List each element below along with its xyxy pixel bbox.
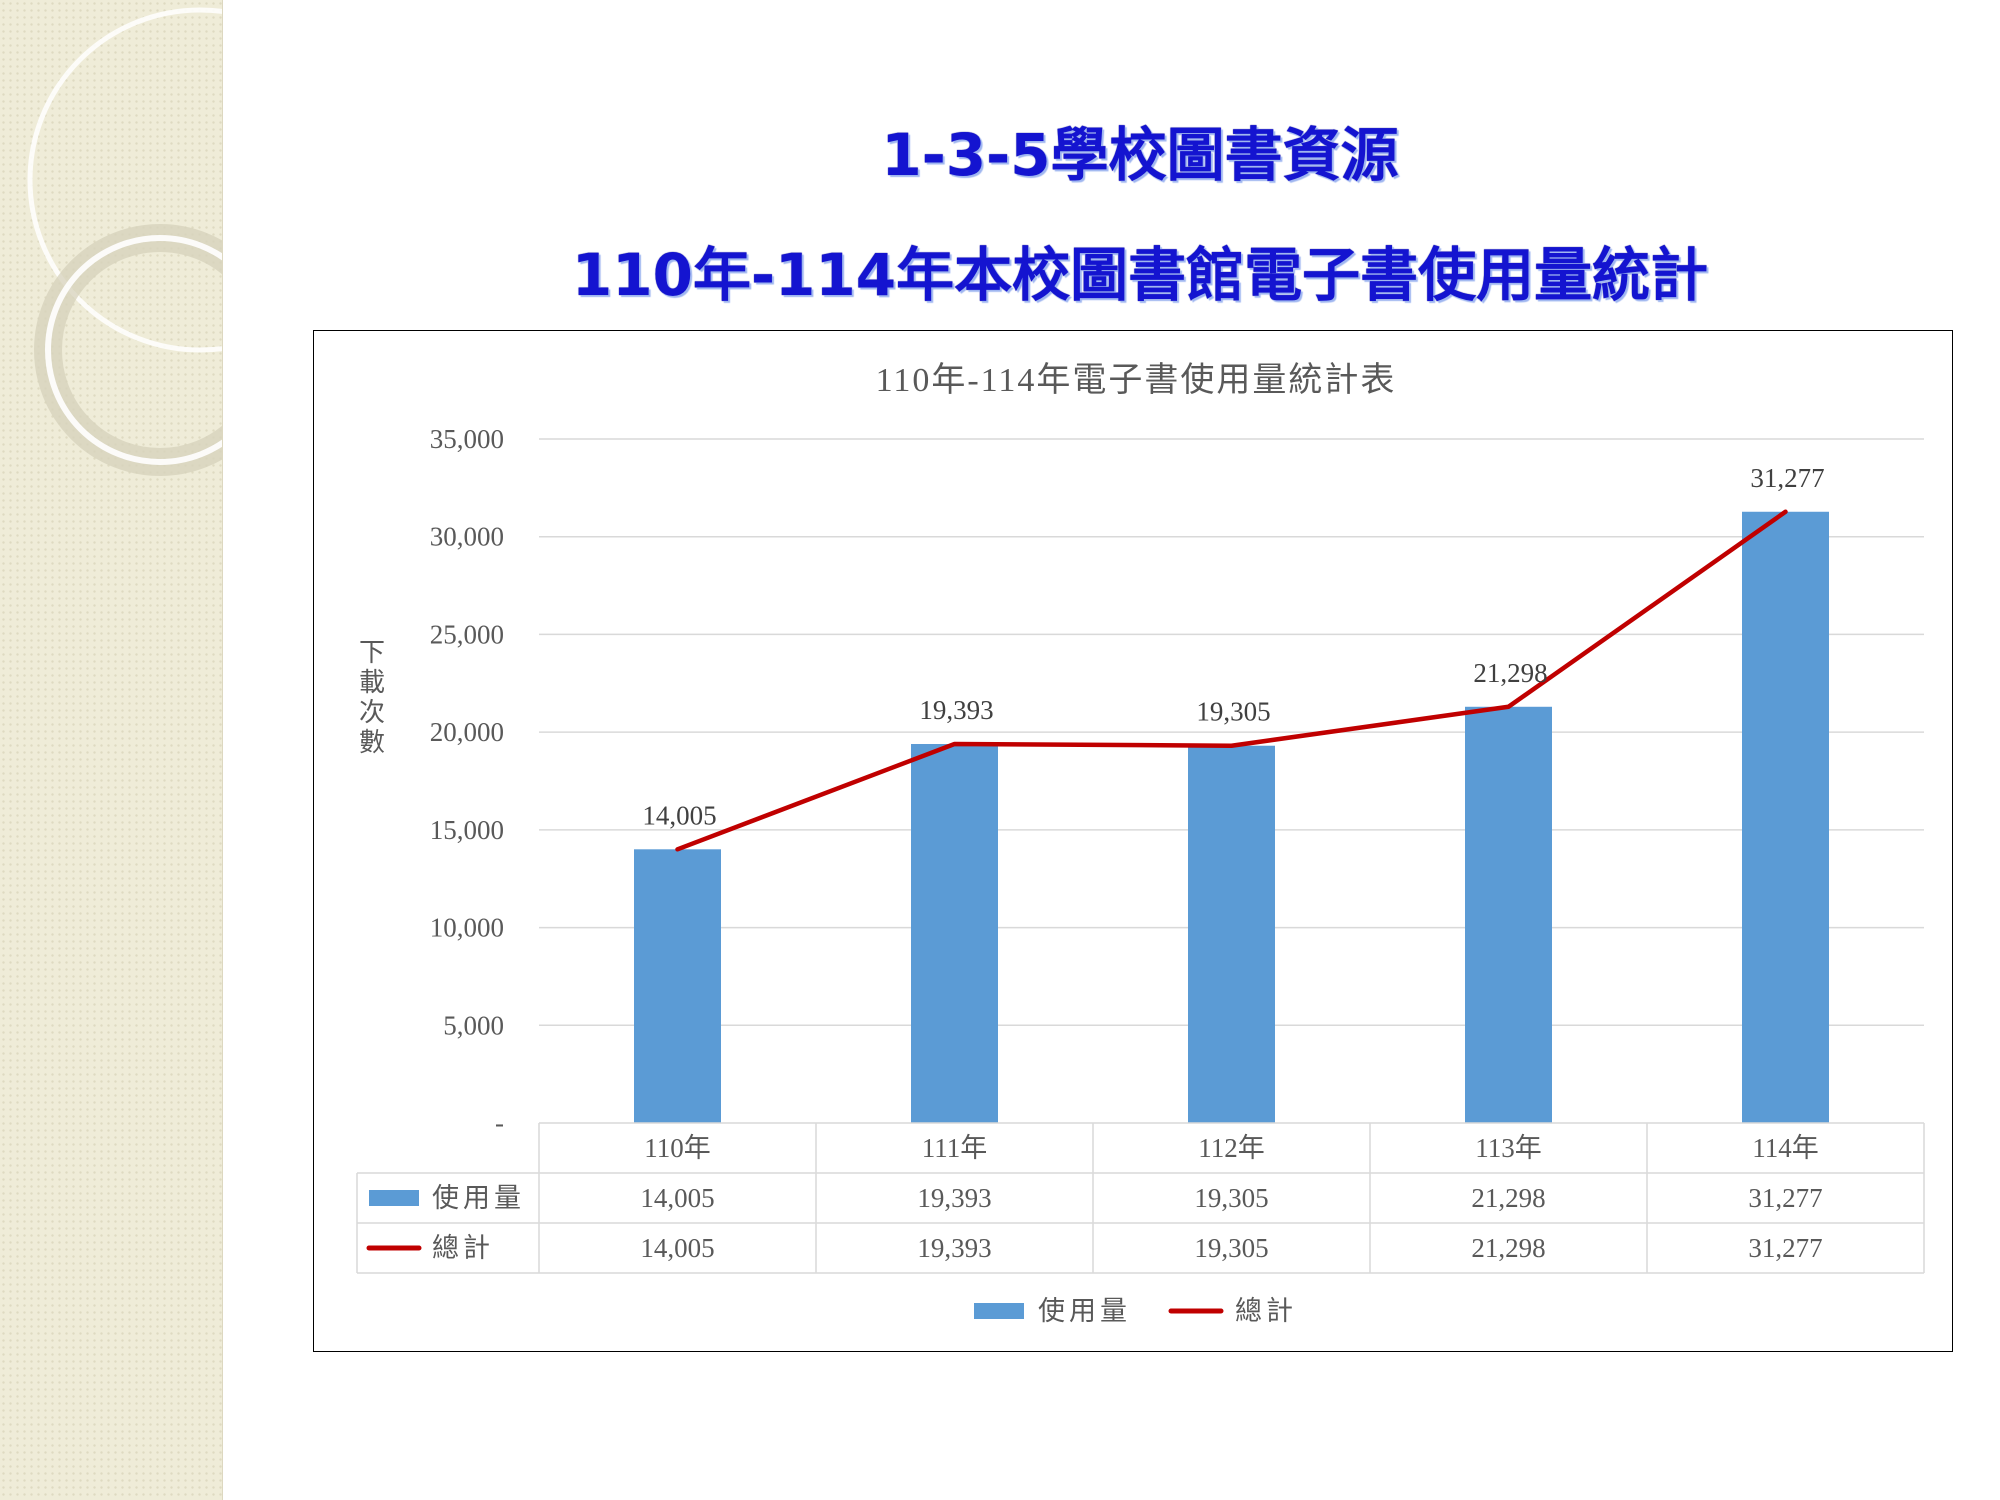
y-axis-title: 下載次數 xyxy=(359,638,385,757)
y-tick-label: 15,000 xyxy=(430,815,504,845)
data-label: 14,005 xyxy=(642,800,716,830)
table-category-label: 110年 xyxy=(644,1133,711,1163)
table-cell-value: 21,298 xyxy=(1471,1183,1545,1213)
table-cell-value: 19,305 xyxy=(1194,1183,1268,1213)
bar xyxy=(911,744,998,1123)
y-tick-label: 20,000 xyxy=(430,717,504,747)
table-legend-key-bar xyxy=(369,1190,419,1206)
table-cell-value: 21,298 xyxy=(1471,1233,1545,1263)
ring-large xyxy=(27,7,222,353)
y-tick-label: 25,000 xyxy=(430,619,504,649)
table-cell-value: 31,277 xyxy=(1748,1183,1822,1213)
table-cell-value: 14,005 xyxy=(640,1233,714,1263)
table-series-name: 使用量 xyxy=(432,1183,525,1213)
y-tick-label: 5,000 xyxy=(443,1010,504,1040)
bar xyxy=(634,849,721,1123)
table-category-label: 113年 xyxy=(1475,1133,1542,1163)
series-line xyxy=(675,509,1788,852)
table-cell-value: 19,393 xyxy=(917,1233,991,1263)
table-cell-value: 31,277 xyxy=(1748,1233,1822,1263)
table-category-label: 112年 xyxy=(1198,1133,1265,1163)
data-labels: 14,005 19,393 19,305 21,298 31,277 xyxy=(642,463,1824,831)
bar xyxy=(1742,511,1829,1123)
line-series xyxy=(675,509,1788,852)
chart-title: 110年-114年電子書使用量統計表 xyxy=(876,361,1397,399)
ring-small xyxy=(45,235,222,465)
y-axis-title-char: 載 xyxy=(359,668,385,697)
y-tick-label: 10,000 xyxy=(430,913,504,943)
data-label: 19,393 xyxy=(919,695,993,725)
data-label: 21,298 xyxy=(1473,658,1547,688)
y-tick-label: 35,000 xyxy=(430,424,504,454)
decorative-rings xyxy=(27,7,222,476)
y-axis-title-char: 次 xyxy=(359,698,385,727)
table-series-name: 總計 xyxy=(432,1233,494,1263)
bar-series xyxy=(634,511,1829,1123)
slide-subtitle: 110年-114年本校圖書館電子書使用量統計 xyxy=(571,241,1709,309)
legend-label: 使用量 xyxy=(1038,1296,1131,1326)
data-label: 19,305 xyxy=(1196,697,1270,727)
decorative-side-panel xyxy=(0,0,223,1500)
y-axis-title-char: 下 xyxy=(359,638,385,667)
y-tick-label: 30,000 xyxy=(430,522,504,552)
legend-key-bar xyxy=(974,1303,1024,1319)
table-category-label: 114年 xyxy=(1752,1133,1819,1163)
y-tick-label: - xyxy=(495,1108,504,1138)
y-axis-title-char: 數 xyxy=(359,728,385,757)
chart-svg: 110年-114年電子書使用量統計表 下載次數 - 5,000 10,000 15,0… xyxy=(356,361,1925,1326)
table-cell-value: 19,305 xyxy=(1194,1233,1268,1263)
table-cell-value: 19,393 xyxy=(917,1183,991,1213)
bar xyxy=(1465,706,1552,1123)
legend-label: 總計 xyxy=(1235,1296,1297,1326)
table-cell-value: 14,005 xyxy=(640,1183,714,1213)
chart-legend: 使用量 總計 xyxy=(974,1296,1297,1326)
slide-title: 1-3-5學校圖書資源 xyxy=(881,121,1399,189)
table-category-label: 111年 xyxy=(922,1133,988,1163)
chart-frame: 110年-114年電子書使用量統計表 下載次數 - 5,000 10,000 15,0… xyxy=(313,330,1953,1352)
y-axis-ticks: - 5,000 10,000 15,000 20,000 25,000 30,000 35,0… xyxy=(430,424,504,1138)
data-label: 31,277 xyxy=(1750,463,1824,493)
bar xyxy=(1188,745,1275,1123)
